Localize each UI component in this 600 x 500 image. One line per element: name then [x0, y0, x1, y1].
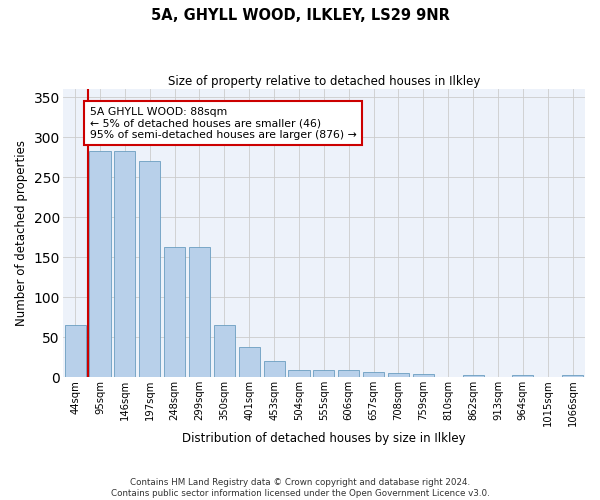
Bar [115, 150, 136, 377]
Text: 5A GHYLL WOOD: 88sqm
← 5% of detached houses are smaller (46)
95% of semi-detach: 5A GHYLL WOOD: 88sqm ← 5% of detached ho… [89, 107, 356, 140]
Bar [189, 246, 210, 377]
Bar [388, 373, 409, 377]
Bar [338, 370, 359, 377]
Bar [89, 150, 110, 377]
X-axis label: Distribution of detached houses by size in Ilkley: Distribution of detached houses by size … [182, 432, 466, 445]
Bar [214, 325, 235, 377]
Bar [562, 376, 583, 377]
Bar [289, 370, 310, 377]
Bar [413, 374, 434, 377]
Bar [463, 374, 484, 377]
Bar [363, 372, 384, 377]
Bar [164, 246, 185, 377]
Bar [139, 161, 160, 377]
Bar [313, 370, 334, 377]
Text: 5A, GHYLL WOOD, ILKLEY, LS29 9NR: 5A, GHYLL WOOD, ILKLEY, LS29 9NR [151, 8, 449, 22]
Text: Contains HM Land Registry data © Crown copyright and database right 2024.
Contai: Contains HM Land Registry data © Crown c… [110, 478, 490, 498]
Bar [239, 348, 260, 377]
Bar [65, 325, 86, 377]
Bar [512, 376, 533, 377]
Bar [263, 361, 284, 377]
Y-axis label: Number of detached properties: Number of detached properties [15, 140, 28, 326]
Title: Size of property relative to detached houses in Ilkley: Size of property relative to detached ho… [167, 75, 480, 88]
